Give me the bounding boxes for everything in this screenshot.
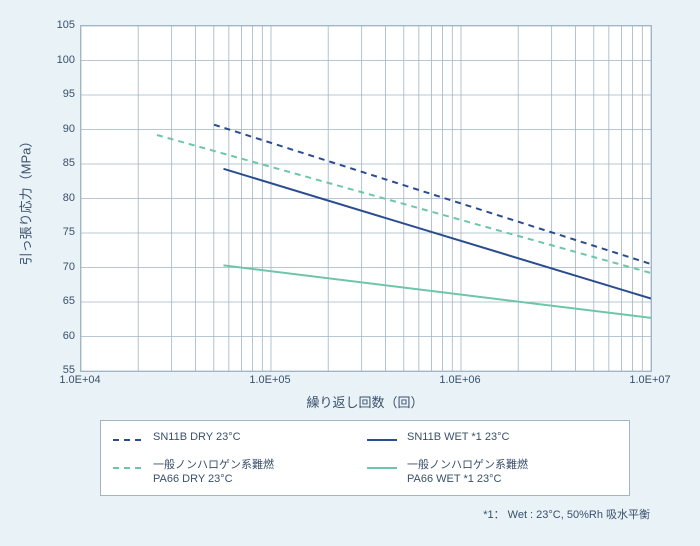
- series-line-sn11b-wet: [224, 169, 652, 299]
- y-tick-label: 105: [35, 19, 75, 31]
- chart-svg: [81, 26, 651, 371]
- legend: SN11B DRY 23°C SN11B WET *1 23°C 一般ノンハロゲ…: [100, 420, 630, 496]
- legend-item-pa66-wet: 一般ノンハロゲン系難燃PA66 WET *1 23°C: [365, 459, 619, 487]
- x-axis-label: 繰り返し回数（回）: [80, 392, 650, 411]
- chart-plot-area: [80, 25, 652, 372]
- y-tick-label: 60: [35, 330, 75, 342]
- legend-item-sn11b-dry: SN11B DRY 23°C: [111, 431, 365, 459]
- y-tick-label: 80: [35, 192, 75, 204]
- x-tick-label: 1.0E+05: [249, 374, 290, 386]
- series-line-pa66-wet: [224, 265, 652, 317]
- y-tick-label: 65: [35, 295, 75, 307]
- y-tick-label: 85: [35, 157, 75, 169]
- legend-label: 一般ノンハロゲン系難燃PA66 DRY 23°C: [153, 459, 274, 487]
- page-root: 引っ張り応力（MPa） 繰り返し回数（回） 556065707580859095…: [0, 0, 700, 546]
- y-tick-label: 75: [35, 226, 75, 238]
- legend-item-sn11b-wet: SN11B WET *1 23°C: [365, 431, 619, 459]
- x-tick-label: 1.0E+06: [439, 374, 480, 386]
- series-line-sn11b-dry: [214, 125, 651, 264]
- legend-swatch-icon: [111, 433, 145, 447]
- legend-label: SN11B DRY 23°C: [153, 431, 241, 445]
- x-tick-label: 1.0E+07: [629, 374, 670, 386]
- y-axis-label: 引っ張り応力（MPa）: [16, 135, 35, 266]
- legend-swatch-icon: [365, 461, 399, 475]
- y-tick-label: 95: [35, 88, 75, 100]
- legend-item-pa66-dry: 一般ノンハロゲン系難燃PA66 DRY 23°C: [111, 459, 365, 487]
- y-tick-label: 90: [35, 123, 75, 135]
- y-tick-label: 70: [35, 261, 75, 273]
- legend-swatch-icon: [365, 433, 399, 447]
- legend-swatch-icon: [111, 461, 145, 475]
- legend-label: 一般ノンハロゲン系難燃PA66 WET *1 23°C: [407, 459, 528, 487]
- legend-label: SN11B WET *1 23°C: [407, 431, 509, 445]
- footnote: *1： Wet : 23°C, 50%Rh 吸水平衡: [483, 506, 650, 522]
- x-tick-label: 1.0E+04: [59, 374, 100, 386]
- y-tick-label: 100: [35, 54, 75, 66]
